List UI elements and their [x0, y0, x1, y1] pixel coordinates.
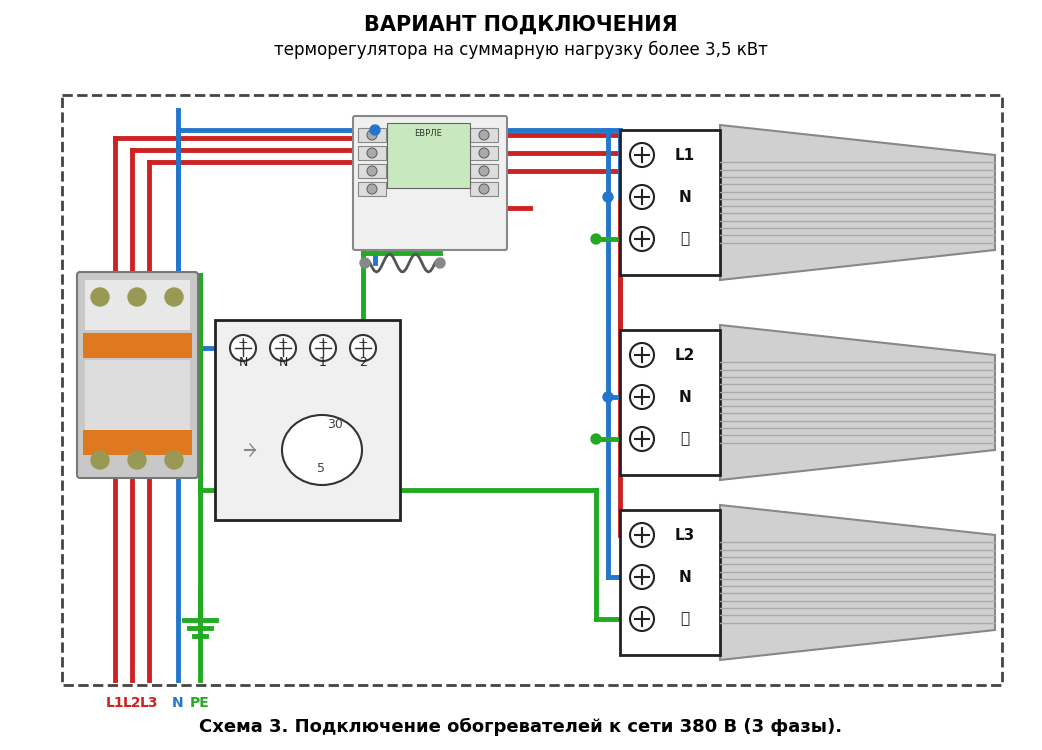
Circle shape [630, 565, 654, 589]
Text: L3: L3 [675, 527, 695, 542]
Polygon shape [720, 505, 995, 660]
Ellipse shape [282, 415, 362, 485]
Circle shape [630, 227, 654, 251]
Bar [470, 128, 498, 142]
FancyBboxPatch shape [353, 116, 507, 250]
Text: N: N [678, 190, 692, 205]
Text: L1: L1 [675, 148, 695, 163]
Circle shape [630, 343, 654, 367]
Bar [215, 320, 400, 520]
Circle shape [91, 451, 109, 469]
Text: L3: L3 [140, 696, 158, 710]
Circle shape [270, 335, 296, 361]
Bar [358, 164, 386, 178]
Text: N: N [678, 569, 692, 584]
Bar [620, 330, 720, 475]
Bar [358, 128, 386, 142]
Circle shape [591, 234, 601, 244]
Text: N: N [172, 696, 183, 710]
Circle shape [367, 166, 377, 176]
Text: +: + [318, 337, 328, 350]
Text: +: + [357, 337, 368, 350]
Bar [63, 95, 1002, 685]
Circle shape [630, 523, 654, 547]
Text: Схема 3. Подключение обогревателей к сети 380 В (3 фазы).: Схема 3. Подключение обогревателей к сет… [199, 718, 843, 736]
Bar [620, 510, 720, 655]
Text: N: N [278, 356, 288, 370]
Text: L1: L1 [105, 696, 124, 710]
Bar [358, 146, 386, 160]
Circle shape [350, 335, 376, 361]
Circle shape [630, 427, 654, 451]
Bar [85, 280, 190, 330]
Circle shape [367, 148, 377, 158]
Circle shape [128, 288, 146, 306]
Circle shape [91, 288, 109, 306]
Text: ⏚: ⏚ [680, 232, 690, 247]
Bar [470, 182, 498, 196]
Circle shape [603, 392, 613, 402]
Circle shape [603, 192, 613, 202]
Circle shape [630, 385, 654, 409]
Text: N: N [678, 389, 692, 404]
Bar [620, 130, 720, 275]
Circle shape [370, 125, 380, 135]
Polygon shape [720, 325, 995, 480]
Text: ⏚: ⏚ [680, 431, 690, 446]
Text: 1: 1 [319, 356, 327, 370]
Text: 2: 2 [359, 356, 367, 370]
Circle shape [630, 143, 654, 167]
Circle shape [630, 185, 654, 209]
Text: L2: L2 [123, 696, 142, 710]
Text: 30: 30 [327, 418, 343, 431]
FancyBboxPatch shape [77, 272, 198, 478]
Bar [470, 146, 498, 160]
Circle shape [165, 451, 183, 469]
Text: EBРЛЕ: EBРЛЕ [414, 128, 442, 137]
Bar [358, 182, 386, 196]
Circle shape [165, 288, 183, 306]
Text: +: + [277, 337, 289, 350]
Circle shape [435, 258, 445, 268]
Circle shape [479, 148, 489, 158]
Bar [470, 164, 498, 178]
Circle shape [479, 184, 489, 194]
Circle shape [128, 451, 146, 469]
Circle shape [359, 258, 370, 268]
Text: терморегулятора на суммарную нагрузку более 3,5 кВт: терморегулятора на суммарную нагрузку бо… [274, 41, 768, 59]
Text: ⏚: ⏚ [680, 611, 690, 626]
Text: N: N [239, 356, 248, 370]
Text: L2: L2 [675, 347, 695, 362]
Circle shape [630, 607, 654, 631]
Bar [85, 360, 190, 430]
Text: 5: 5 [317, 462, 325, 475]
Circle shape [479, 166, 489, 176]
Bar [83, 430, 192, 455]
Bar [83, 333, 192, 358]
Circle shape [230, 335, 256, 361]
Text: PE: PE [190, 696, 209, 710]
Circle shape [591, 434, 601, 444]
Circle shape [479, 130, 489, 140]
Circle shape [311, 335, 336, 361]
Text: +: + [238, 337, 248, 350]
Circle shape [367, 184, 377, 194]
Text: ВАРИАНТ ПОДКЛЮЧЕНИЯ: ВАРИАНТ ПОДКЛЮЧЕНИЯ [365, 15, 677, 35]
Polygon shape [720, 125, 995, 280]
Bar [387, 123, 470, 188]
Circle shape [367, 130, 377, 140]
